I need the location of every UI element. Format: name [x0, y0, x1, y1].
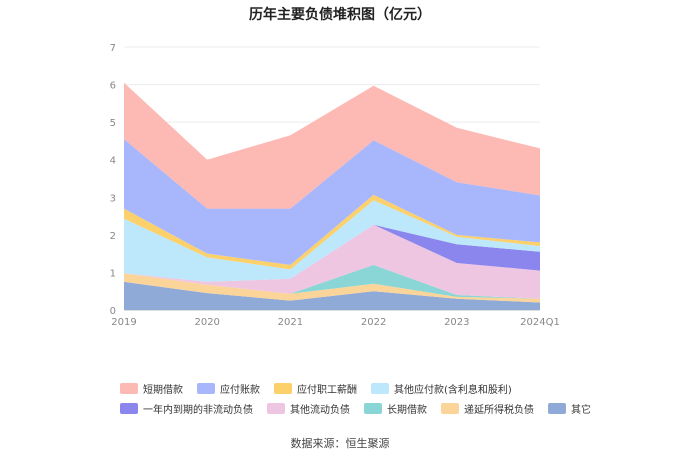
legend-item[interactable]: 短期借款 — [120, 381, 183, 396]
area-短期借款[interactable] — [124, 82, 540, 209]
legend-swatch — [364, 402, 382, 414]
area-其他应付款(含利息和股利)[interactable] — [124, 200, 540, 282]
legend-swatch — [120, 402, 138, 414]
chart-plot: 0 1 2 3 4 5 6 7 2019 2020 2021 2022 2023 2024Q1 — [110, 43, 560, 328]
x-tick-label: 2023 — [444, 317, 469, 328]
y-tick-label: 4 — [110, 156, 116, 167]
x-tick-label: 2021 — [278, 317, 303, 328]
legend-row: 短期借款 应付账款 应付职工薪酬 其他应付款(含利息和股利) — [120, 378, 580, 398]
x-tick-label: 2024Q1 — [520, 317, 560, 328]
legend-swatch — [441, 402, 459, 414]
y-tick-label: 6 — [110, 81, 116, 92]
legend-item[interactable]: 应付职工薪酬 — [274, 381, 357, 396]
legend-item[interactable]: 其它 — [548, 401, 591, 416]
y-tick-label: 7 — [110, 43, 116, 54]
chart-title: 历年主要负债堆积图（亿元） — [249, 7, 431, 23]
x-tick-label: 2020 — [194, 317, 219, 328]
legend-label: 长期借款 — [387, 404, 427, 416]
x-tick-label: 2019 — [111, 317, 136, 328]
legend-swatch — [548, 402, 566, 414]
legend-swatch — [371, 382, 389, 394]
legend-label: 应付账款 — [220, 384, 260, 396]
legend-label: 其它 — [571, 404, 591, 416]
legend-label: 应付职工薪酬 — [297, 384, 357, 396]
legend-label: 短期借款 — [143, 384, 183, 396]
legend-swatch — [274, 382, 292, 394]
axes: 0 1 2 3 4 5 6 7 2019 2020 2021 2022 2023 2024Q1 — [110, 43, 560, 328]
data-source-note: 数据来源：恒生聚源 — [290, 437, 390, 450]
y-tick-label: 2 — [110, 231, 116, 242]
legend-swatch — [197, 382, 215, 394]
legend-item[interactable]: 一年内到期的非流动负债 — [120, 401, 253, 416]
area-长期借款[interactable] — [124, 264, 540, 299]
area-应付账款[interactable] — [124, 139, 540, 265]
legend-swatch — [267, 402, 285, 414]
y-tick-label: 1 — [110, 268, 116, 279]
legend-item[interactable]: 其他流动负债 — [267, 401, 350, 416]
area-递延所得税负债[interactable] — [124, 273, 540, 303]
legend-label: 一年内到期的非流动负债 — [143, 404, 253, 416]
area-其它[interactable] — [124, 281, 540, 310]
legend-item[interactable]: 递延所得税负债 — [441, 401, 534, 416]
y-tick-label: 5 — [110, 118, 116, 129]
area-一年内到期的非流动负债[interactable] — [124, 224, 540, 282]
x-tick-label: 2022 — [361, 317, 386, 328]
area-series — [124, 82, 540, 310]
area-应付职工薪酬[interactable] — [124, 194, 540, 270]
legend-label: 递延所得税负债 — [464, 404, 534, 416]
legend-label: 其他流动负债 — [290, 404, 350, 416]
legend: 短期借款 应付账款 应付职工薪酬 其他应付款(含利息和股利) 一年内到期的非流动负债 其他… — [120, 378, 591, 418]
legend-item[interactable]: 应付账款 — [197, 381, 260, 396]
legend-swatch — [120, 382, 138, 394]
legend-item[interactable]: 其他应付款(含利息和股利) — [371, 381, 512, 396]
area-其他流动负债[interactable] — [124, 224, 540, 299]
legend-row: 一年内到期的非流动负债 其他流动负债 长期借款 递延所得税负债 其它 — [120, 398, 591, 418]
legend-item[interactable]: 长期借款 — [364, 401, 427, 416]
y-tick-label: 0 — [110, 306, 116, 317]
y-tick-label: 3 — [110, 193, 116, 204]
legend-label: 其他应付款(含利息和股利) — [394, 384, 512, 396]
